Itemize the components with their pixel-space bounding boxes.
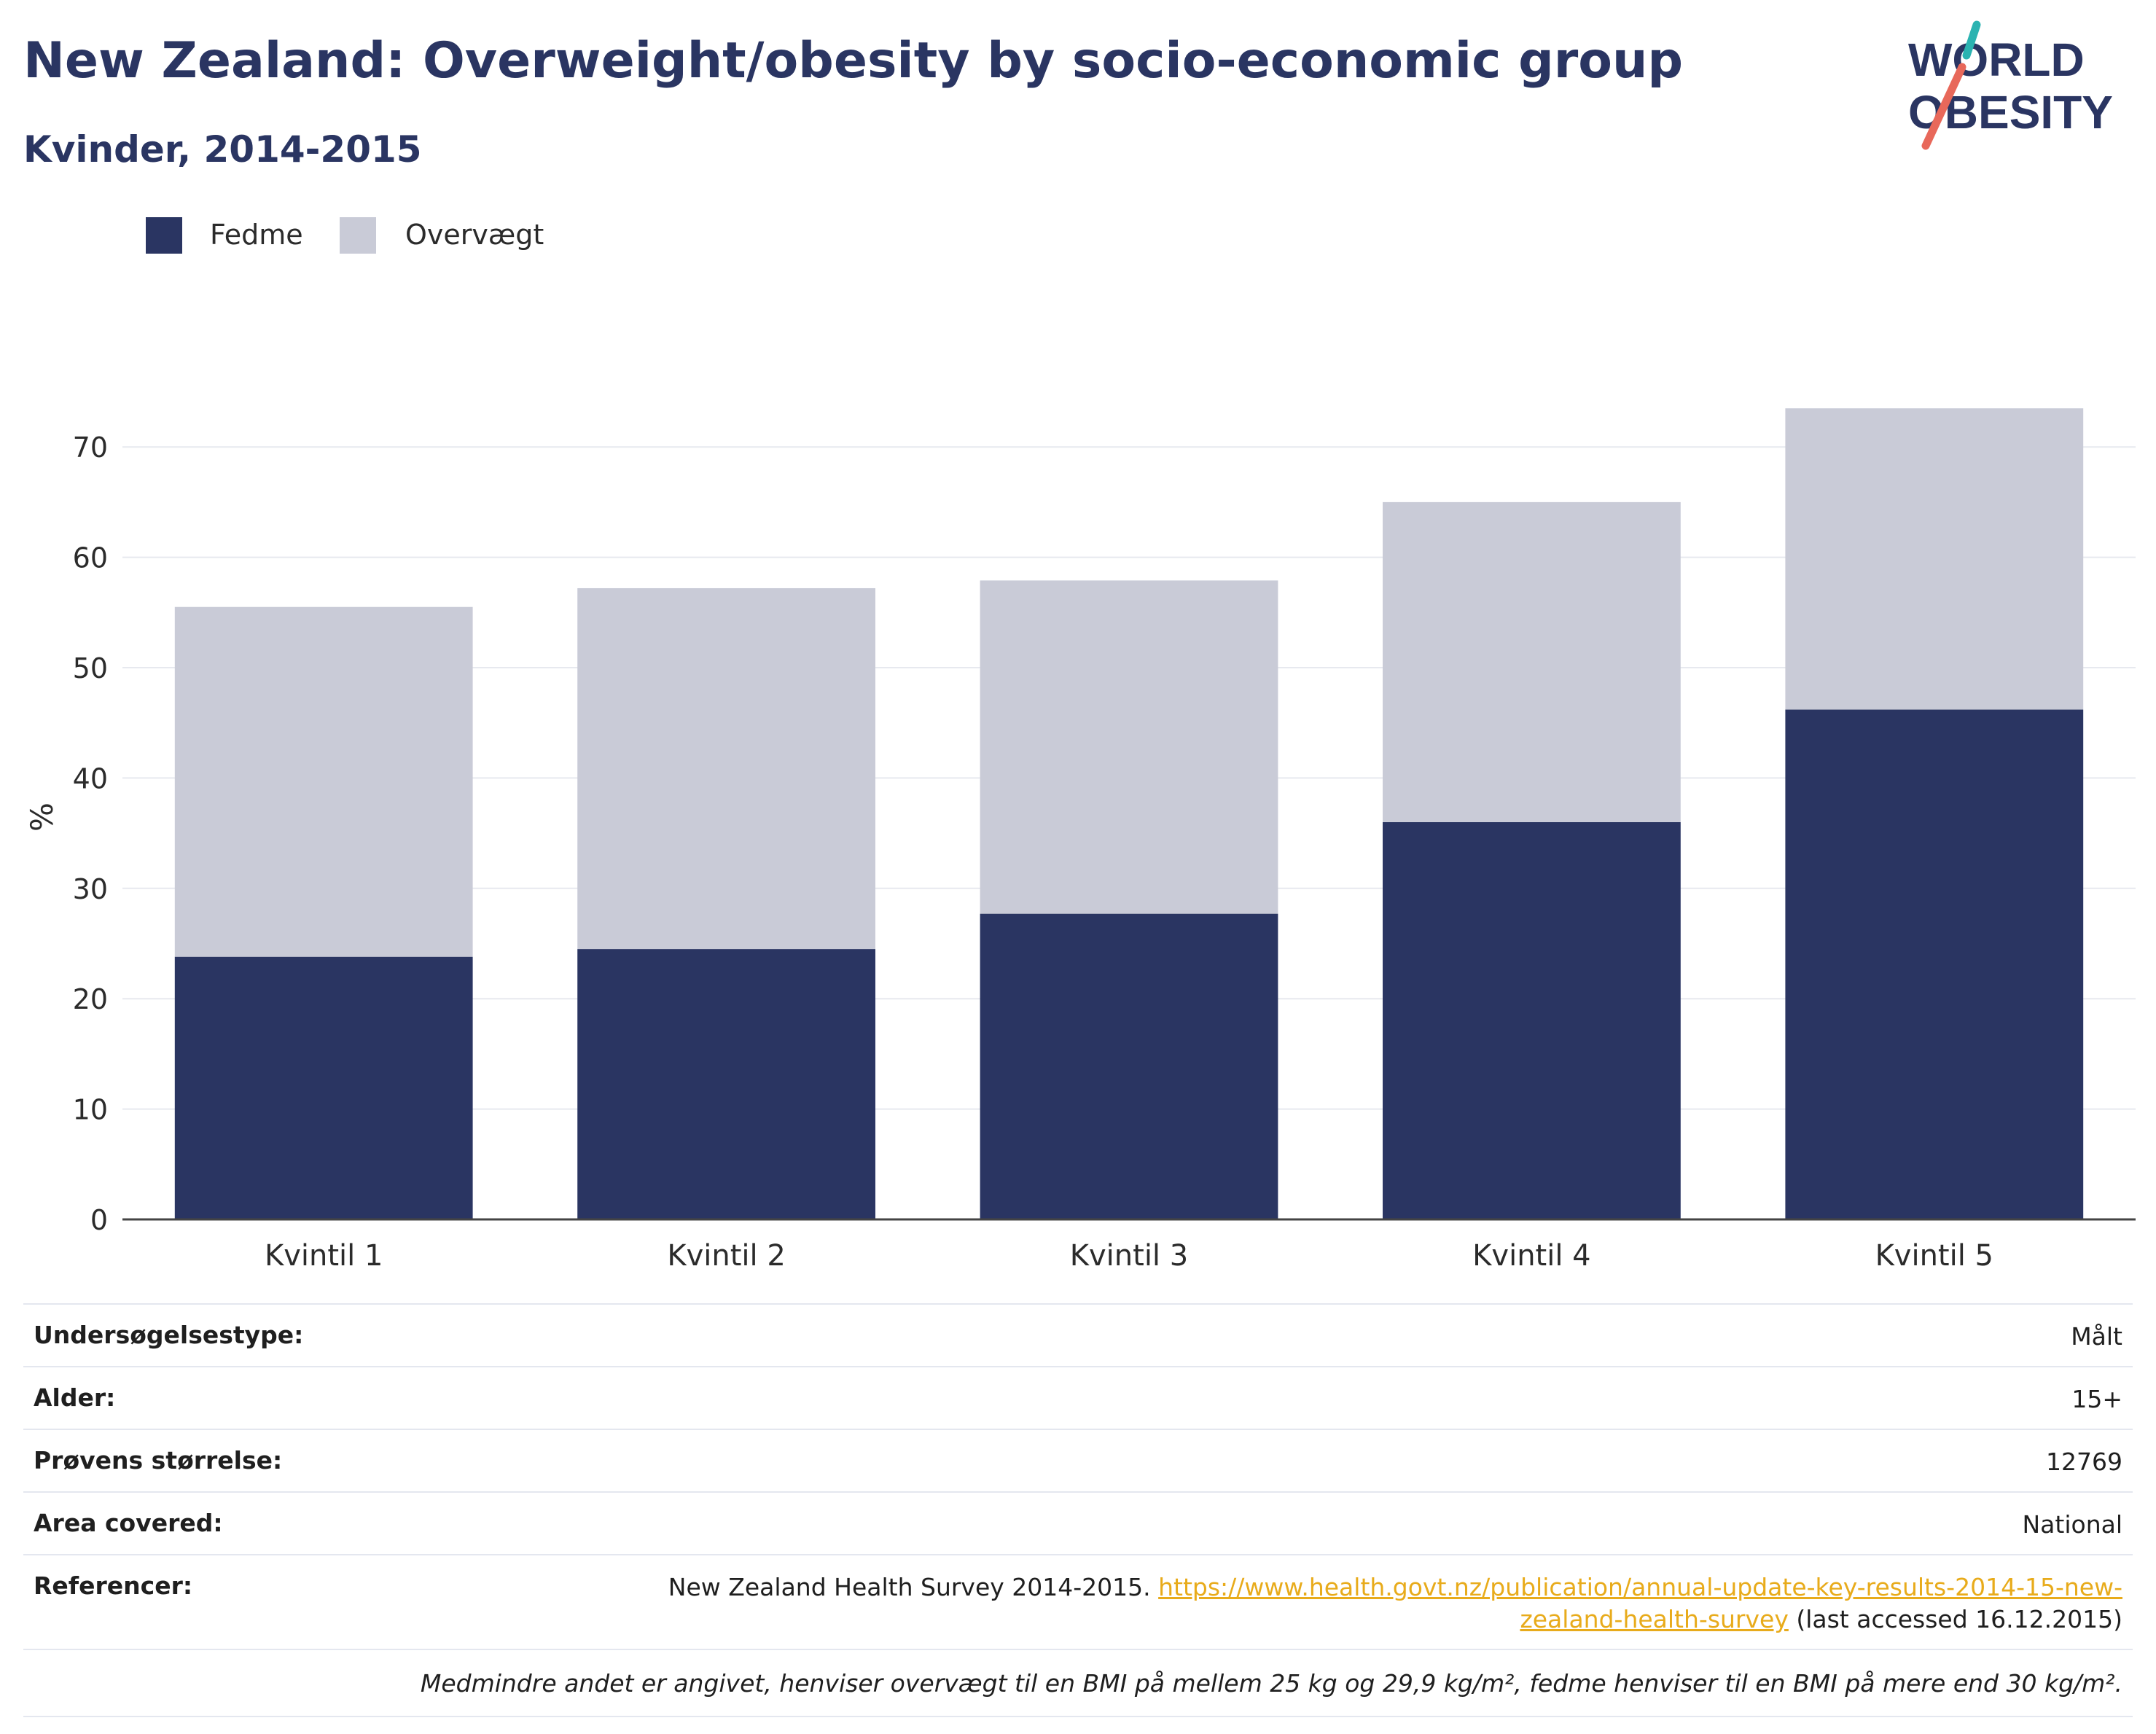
bar-fedme-3 — [980, 913, 1278, 1219]
bar-overvaegt-2 — [577, 587, 875, 950]
y-tick-label-60: 60 — [73, 542, 108, 574]
world-obesity-logo: WORLD OBESITY — [1895, 17, 2143, 156]
x-tick-label-5: Kvintil 5 — [1875, 1239, 1993, 1273]
area-covered-value: National — [2022, 1510, 2122, 1539]
sample-size-label: Prøvens størrelse: — [34, 1446, 283, 1475]
x-tick-label-1: Kvintil 1 — [265, 1239, 383, 1273]
bar-fedme-2 — [577, 949, 875, 1219]
x-tick-label-4: Kvintil 4 — [1472, 1239, 1590, 1273]
bmi-definition-note: Medmindre andet er angivet, henviser ove… — [420, 1669, 2122, 1698]
sample-size-value: 12769 — [2046, 1448, 2122, 1476]
info-row-sample-size: Prøvens størrelse: 12769 — [23, 1429, 2133, 1491]
legend-swatch-overvaegt — [340, 217, 376, 254]
survey-info-table: Undersøgelsestype: Målt Alder: 15+ Prøve… — [23, 1303, 2133, 1717]
legend-swatch-fedme — [146, 217, 182, 254]
stacked-bar-chart: 0 10 20 30 40 50 60 70 Kvintil 1 Kvintil 2 Kvintil… — [0, 379, 2156, 1276]
references-label: Referencer: — [34, 1571, 193, 1600]
age-value: 15+ — [2071, 1385, 2122, 1413]
bar-fedme-1 — [174, 956, 473, 1219]
chart-title: New Zealand: Overweight/obesity by socio… — [23, 32, 1684, 90]
age-label: Alder: — [34, 1383, 116, 1412]
bar-fedme-5 — [1785, 709, 2084, 1219]
x-tick-label-3: Kvintil 3 — [1070, 1239, 1188, 1273]
y-tick-label-50: 50 — [73, 652, 108, 684]
y-tick-label-20: 20 — [73, 983, 108, 1015]
info-row-references: Referencer: New Zealand Health Survey 20… — [23, 1554, 2133, 1649]
bar-overvaegt-3 — [980, 580, 1278, 914]
y-tick-label-10: 10 — [73, 1094, 108, 1126]
y-tick-label-70: 70 — [73, 431, 108, 464]
info-row-note: Medmindre andet er angivet, henviser ove… — [23, 1649, 2133, 1717]
y-tick-label-0: 0 — [90, 1204, 108, 1236]
legend-label-overvaegt: Overvægt — [405, 219, 544, 251]
info-row-age: Alder: 15+ — [23, 1366, 2133, 1429]
x-tick-label-2: Kvintil 2 — [667, 1239, 785, 1273]
area-covered-label: Area covered: — [34, 1509, 223, 1537]
bar-overvaegt-1 — [174, 606, 473, 957]
bar-fedme-4 — [1383, 821, 1681, 1219]
survey-type-label: Undersøgelsestype: — [34, 1321, 304, 1349]
reference-accessed: (last accessed 16.12.2015) — [1788, 1605, 2122, 1633]
survey-type-value: Målt — [2071, 1322, 2122, 1351]
y-tick-label-30: 30 — [73, 873, 108, 905]
chart-subtitle: Kvinder, 2014-2015 — [23, 128, 422, 171]
logo-word-world: WORLD — [1908, 34, 2085, 86]
bar-overvaegt-4 — [1383, 501, 1681, 822]
bar-overvaegt-5 — [1785, 408, 2084, 710]
reference-text: New Zealand Health Survey 2014-2015. — [668, 1573, 1159, 1601]
references-value: New Zealand Health Survey 2014-2015. htt… — [23, 1555, 2133, 1649]
y-tick-label-40: 40 — [73, 762, 108, 794]
info-row-survey-type: Undersøgelsestype: Målt — [23, 1303, 2133, 1366]
reference-link[interactable]: https://www.health.govt.nz/publication/a… — [1158, 1573, 2122, 1633]
legend-label-fedme: Fedme — [210, 219, 303, 251]
chart-canvas: 0 10 20 30 40 50 60 70 Kvintil 1 Kvintil 2 Kvintil… — [73, 408, 2136, 1273]
info-row-area: Area covered: National — [23, 1491, 2133, 1554]
